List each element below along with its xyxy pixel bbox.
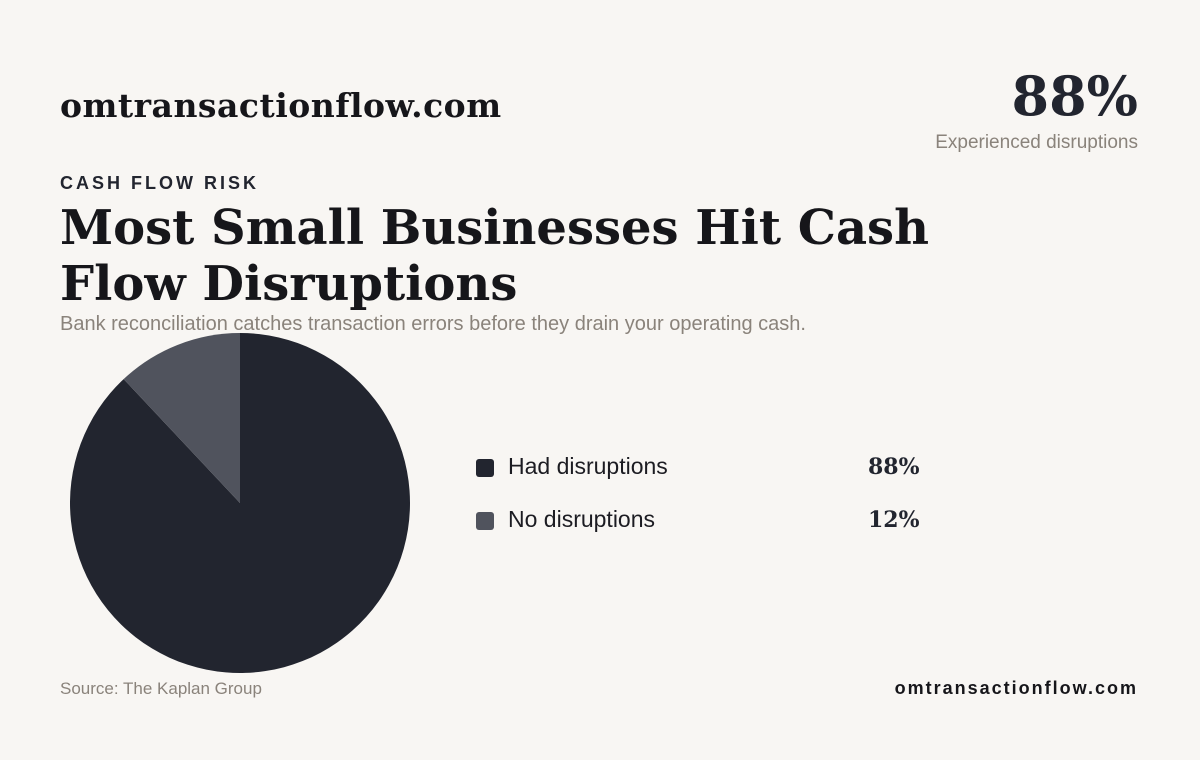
source-note: Source: The Kaplan Group bbox=[60, 679, 262, 698]
legend-label: Had disruptions bbox=[508, 453, 668, 479]
legend-swatch-no-disruptions bbox=[476, 512, 494, 530]
kpi-value: 88% bbox=[1011, 64, 1138, 128]
chart-legend: Had disruptions 88% No disruptions 12% bbox=[476, 450, 921, 556]
legend-label: No disruptions bbox=[508, 506, 656, 532]
pie-slice-had-disruptions bbox=[69, 333, 410, 673]
pie-slice-no-disruptions bbox=[123, 333, 240, 503]
site-brand: omtransactionflow.com bbox=[60, 86, 502, 125]
page-subtitle: Bank reconciliation catches transaction … bbox=[60, 313, 806, 335]
legend-item-no-disruptions: No disruptions 12% bbox=[476, 503, 921, 556]
page-title: Most Small Businesses Hit Cash Flow Disr… bbox=[60, 200, 929, 312]
kpi-label: Experienced disruptions bbox=[935, 132, 1138, 153]
eyebrow-label: CASH FLOW RISK bbox=[60, 173, 259, 193]
pie-chart bbox=[69, 333, 410, 673]
legend-item-had-disruptions: Had disruptions 88% bbox=[476, 450, 921, 503]
legend-value: 88% bbox=[868, 454, 920, 480]
legend-value: 12% bbox=[868, 507, 920, 533]
footer-brand: omtransactionflow.com bbox=[894, 678, 1138, 698]
legend-swatch-had-disruptions bbox=[476, 459, 494, 477]
